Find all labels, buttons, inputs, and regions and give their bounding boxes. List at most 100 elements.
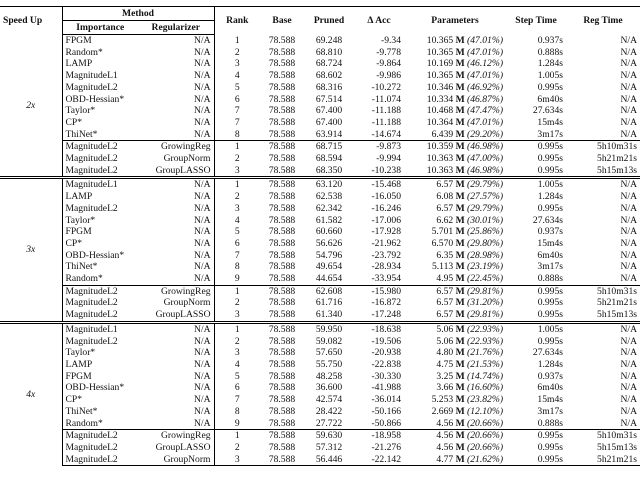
reg-time: N/A [620,382,638,394]
regularizer: N/A [138,358,215,371]
pruned: 59.950 [304,320,355,336]
regularizer: N/A [138,105,215,117]
parameters: 5.06 M (22.93%) [436,335,504,347]
pruned: 68.602 [315,70,343,82]
step-time: 1.005s [506,320,567,336]
parameters: 10.169 M (46.12%) [426,58,504,70]
base: 78.588 [268,34,296,46]
table-row: CP* N/A 7 78.588 42.574 -36.014 5.253 M (23.82… [0,394,640,406]
importance: LAMP [65,358,93,370]
delta-acc: -41.988 [371,382,402,394]
importance: OBD-Hessian* [65,382,125,394]
delta-acc: -21.962 [371,237,402,249]
pruned: 61.340 [315,309,343,321]
reg-time: N/A [620,273,638,285]
table-row: OBD-Hessian* N/A 6 78.588 67.514 -11.074 10.33… [0,93,640,106]
reg-time: N/A [620,394,638,406]
table-row: MagnitudeL2 GrowingReg 1 78.588 62.608 -15.98… [0,284,640,298]
pruned: 42.574 [315,394,343,406]
parameters: 4.56 M (20.66%) [436,417,504,429]
importance: MagnitudeL2 [65,202,118,214]
regularizer: N/A [138,370,215,383]
reg-time: 5h21m21s [597,297,638,309]
table-row: LAMP N/A 2 78.588 62.538 -16.050 6.08 M (27.57… [0,191,640,203]
base: 78.588 [268,191,296,203]
reg-time: N/A [620,214,638,226]
step-time: 0.995s [537,202,564,214]
pruned: 62.342 [315,202,343,214]
regularizer: N/A [138,320,215,336]
table-row: 3x MagnitudeL1 N/A 1 78.588 63.120 -15.468 6.57… [0,176,640,323]
step-time: 0.937s [537,34,564,46]
regularizer: N/A [138,417,215,430]
rank: 3 [214,453,261,467]
table-row: FPGM N/A 5 78.588 48.258 -30.330 3.25 M (14.74… [0,370,640,383]
reg-time: N/A [620,58,638,70]
table-row: OBD-Hessian* N/A 6 78.588 36.600 -41.988 3.66 … [0,382,640,395]
pruned: 63.914 [315,128,343,140]
regularizer: GroupLASSO [138,309,215,323]
base: 78.588 [268,128,296,140]
rank: 9 [234,273,240,285]
rank: 6 [234,93,240,105]
step-time: 0.995s [537,441,564,453]
regularizer: N/A [138,34,215,47]
delta-acc: -16.872 [371,297,402,309]
reg-time: N/A [620,335,638,347]
table-row: Random* N/A 9 78.588 44.654 -33.954 4.95 M (22… [0,273,640,286]
importance: CP* [65,116,83,128]
step-time: 0.995s [537,297,564,309]
base: 78.588 [268,81,296,93]
base: 78.588 [268,164,296,176]
pruned: 57.312 [315,441,343,453]
importance: MagnitudeL2 [62,429,138,442]
importance: MagnitudeL2 [65,153,118,165]
step-time: 0.888s [537,46,564,58]
step-time: 1.284s [537,191,564,203]
delta-acc: -9.34 [381,34,402,46]
regularizer: N/A [138,70,215,82]
delta-acc: -14.674 [371,128,402,140]
parameters: 4.75 M (21.53%) [436,358,504,370]
parameters: 6.35 M (28.98%) [436,249,504,261]
table-row: MagnitudeL2 GroupLASSO 3 78.588 61.340 -17.24… [0,309,640,323]
table-row: Taylor* N/A 4 78.588 61.582 -17.006 6.62 M (30… [0,214,640,227]
reg-time: 5h15m13s [597,441,638,453]
column-header: Base [260,6,305,35]
table-row: Random* N/A 2 78.588 68.810 -9.778 10.365 M (4… [0,46,640,59]
reg-time: N/A [620,405,638,417]
speed-up: 4x [0,320,63,466]
step-time: 6m40s [537,249,564,261]
delta-acc: -50.866 [371,417,402,429]
step-time: 3m17s [537,128,564,140]
base: 78.588 [268,70,296,82]
base: 78.588 [260,453,305,467]
base: 78.588 [260,284,305,298]
step-time: 1.284s [537,358,564,370]
delta-acc: -36.014 [371,394,402,406]
importance: MagnitudeL2 [65,441,118,453]
regularizer: N/A [138,214,215,227]
step-time: 15m4s [537,116,564,128]
delta-acc: -28.934 [371,261,402,273]
delta-acc: -9.864 [376,58,402,70]
pruned: 60.660 [315,226,343,238]
importance: CP* [65,394,83,406]
reg-time: N/A [620,417,638,429]
base: 78.588 [268,58,296,70]
step-time: 0.995s [506,429,567,442]
rank: 3 [234,164,240,176]
speed-up-header: Speed Up [0,6,63,35]
rank: 1 [214,429,261,442]
parameters: 3.25 M (14.74%) [436,370,504,382]
parameters: 4.80 M (21.76%) [436,347,504,359]
importance: MagnitudeL2 [62,140,138,154]
step-time: 15m4s [537,237,564,249]
table-row: MagnitudeL2 GroupLASSO 2 78.588 57.312 -21.27… [0,441,640,454]
importance: OBD-Hessian* [65,93,125,105]
regularizer: N/A [138,347,215,359]
base: 78.588 [268,347,296,359]
parameters: 10.364 M (47.01%) [426,116,504,128]
step-time: 0.995s [537,335,564,347]
parameters: 10.365 M (47.01%) [426,46,504,58]
